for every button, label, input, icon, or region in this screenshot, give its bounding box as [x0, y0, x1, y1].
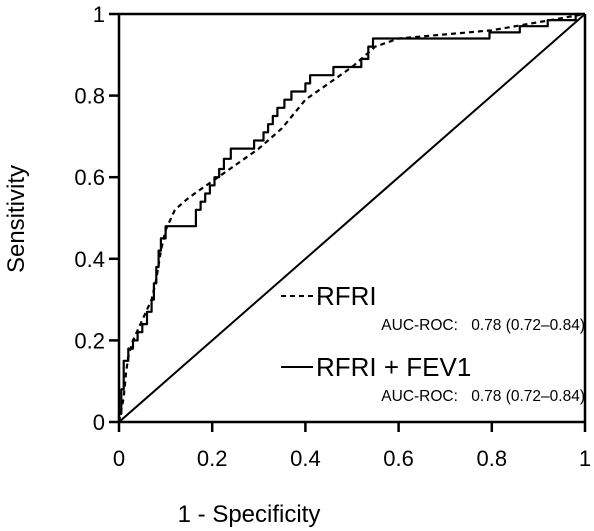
y-tick-label: 0.6: [74, 165, 105, 190]
x-tick-label: 0.6: [383, 446, 414, 471]
legend-auc-rfri-fev1: AUC-ROC: 0.78 (0.72–0.84): [381, 388, 585, 405]
x-tick-label: 0.4: [290, 446, 321, 471]
y-tick-label: 0.8: [74, 84, 105, 109]
x-ticks: 0 0.2 0.4 0.6 0.8 1: [113, 422, 591, 471]
y-tick-label: 0: [93, 410, 105, 435]
x-axis-title: 1 - Specificity: [178, 501, 321, 528]
y-ticks: 0 0.2 0.4 0.6 0.8 1: [74, 2, 119, 435]
series-layer: [117, 12, 586, 423]
legend: RFRI AUC-ROC: 0.78 (0.72–0.84) RFRI + FE…: [281, 281, 585, 405]
x-tick-label: 0: [113, 446, 125, 471]
legend-label-rfri: RFRI: [316, 281, 377, 311]
reference-diagonal-line: [118, 13, 586, 423]
legend-auc-value-rfri: 0.78 (0.72–0.84): [471, 317, 585, 334]
legend-label-rfri-fev1: RFRI + FEV1: [316, 352, 471, 382]
x-tick-label: 1: [579, 446, 591, 471]
x-tick-label: 0.2: [197, 446, 228, 471]
legend-auc-rfri: AUC-ROC: 0.78 (0.72–0.84): [381, 317, 585, 334]
legend-auc-label-rfri-fev1: AUC-ROC:: [381, 388, 458, 405]
axes: [117, 12, 587, 424]
y-tick-label: 1: [93, 2, 105, 27]
y-tick-label: 0.2: [74, 328, 105, 353]
y-axis-title: Sensitivity: [3, 165, 30, 273]
legend-auc-label-rfri: AUC-ROC:: [381, 317, 458, 334]
x-tick-label: 0.8: [477, 446, 508, 471]
series-line-rfri-fev1: [117, 12, 585, 422]
legend-auc-value-rfri-fev1: 0.78 (0.72–0.84): [471, 388, 585, 405]
y-tick-label: 0.4: [74, 247, 105, 272]
